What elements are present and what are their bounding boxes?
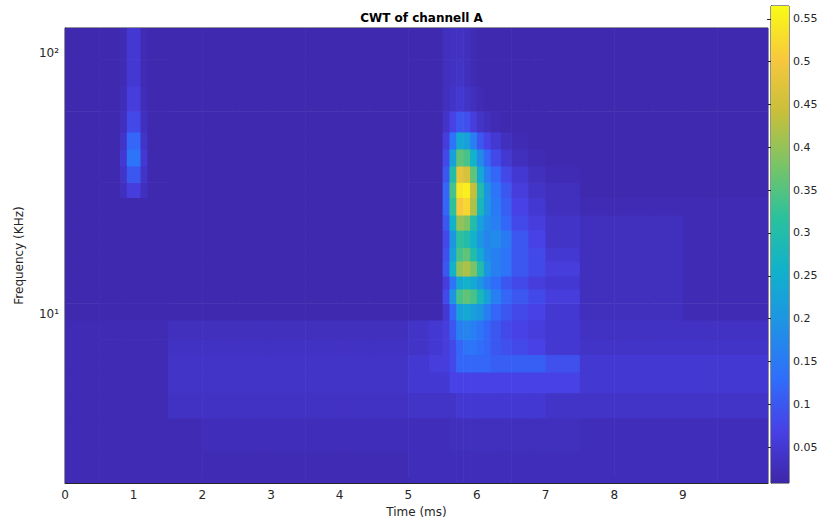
svg-text:0.35: 0.35: [793, 184, 818, 197]
svg-text:5: 5: [404, 488, 412, 502]
svg-text:2: 2: [198, 488, 206, 502]
svg-text:0.4: 0.4: [793, 141, 811, 154]
svg-text:0.5: 0.5: [793, 55, 811, 68]
svg-text:1: 1: [130, 488, 138, 502]
svg-text:0.3: 0.3: [793, 226, 811, 239]
svg-text:0.1: 0.1: [793, 398, 811, 411]
svg-text:0.45: 0.45: [793, 98, 818, 111]
svg-text:0.15: 0.15: [793, 355, 818, 368]
svg-text:Frequency (KHz): Frequency (KHz): [12, 206, 26, 304]
svg-text:CWT of channell A: CWT of channell A: [360, 11, 483, 25]
svg-text:0.2: 0.2: [793, 312, 811, 325]
svg-text:6: 6: [473, 488, 481, 502]
svg-text:0: 0: [61, 488, 69, 502]
svg-text:0.55: 0.55: [793, 12, 818, 25]
svg-text:9: 9: [679, 488, 687, 502]
svg-text:10¹: 10¹: [39, 307, 59, 321]
svg-text:8: 8: [610, 488, 618, 502]
svg-text:10²: 10²: [39, 46, 59, 60]
svg-text:4: 4: [336, 488, 344, 502]
svg-text:3: 3: [267, 488, 275, 502]
svg-text:0.25: 0.25: [793, 269, 818, 282]
svg-text:7: 7: [542, 488, 550, 502]
svg-text:Time (ms): Time (ms): [385, 505, 447, 519]
svg-text:0.05: 0.05: [793, 441, 818, 454]
